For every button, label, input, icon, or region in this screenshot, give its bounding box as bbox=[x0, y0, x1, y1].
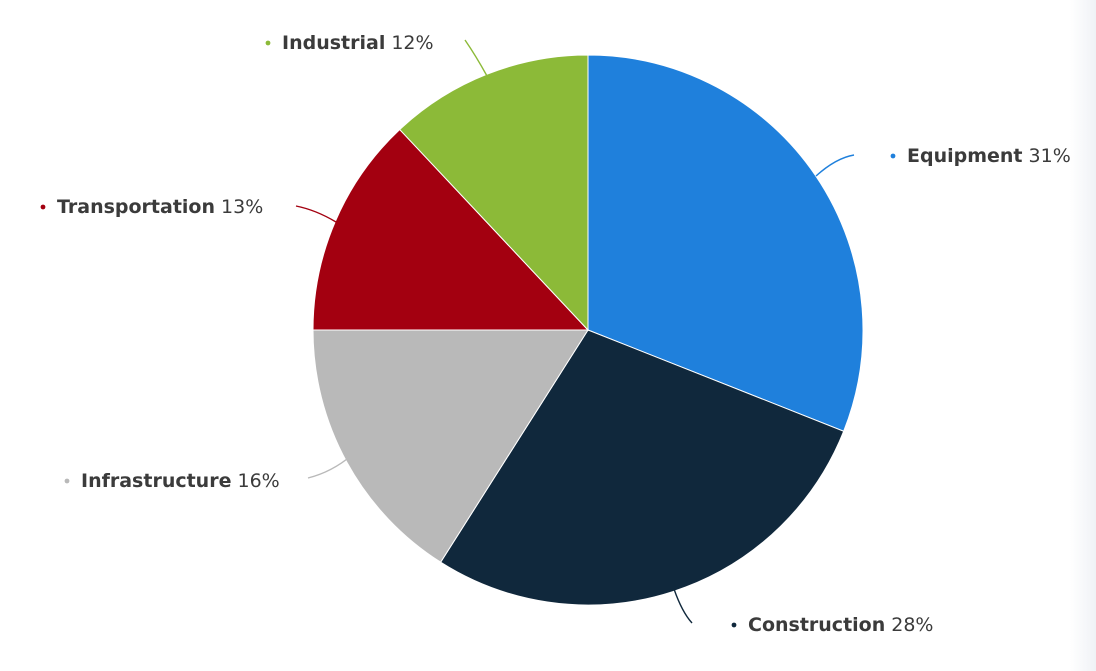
legend-dot-industrial bbox=[265, 40, 271, 46]
slice-label-equipment: Equipment 31% bbox=[907, 145, 1071, 167]
edge-shade bbox=[1070, 0, 1096, 671]
slice-label-name: Industrial bbox=[282, 32, 385, 54]
connector-infrastructure bbox=[307, 454, 353, 479]
connector-industrial bbox=[464, 39, 488, 77]
legend-dot-infrastructure bbox=[64, 478, 70, 484]
pie-slice-construction[interactable] bbox=[439, 329, 845, 606]
slice-label-value: 28% bbox=[891, 614, 933, 636]
connector-equipment bbox=[815, 154, 855, 177]
slice-label-value: 31% bbox=[1029, 145, 1071, 167]
slice-label-name: Construction bbox=[748, 614, 885, 636]
slice-labels: Equipment 31% Construction 28% Infrastructur… bbox=[40, 32, 1071, 636]
slice-label-transportation: Transportation 13% bbox=[57, 196, 263, 218]
pie-slice-infrastructure[interactable] bbox=[312, 329, 589, 563]
legend-dot-construction bbox=[731, 622, 737, 628]
pie-slices bbox=[312, 54, 864, 606]
slice-label-value: 16% bbox=[237, 470, 279, 492]
slice-label-name: Equipment bbox=[907, 145, 1023, 167]
connector-transportation bbox=[295, 205, 337, 223]
slice-label-industrial: Industrial 12% bbox=[282, 32, 434, 54]
legend-dot-equipment bbox=[890, 153, 896, 159]
pie-slice-transportation[interactable] bbox=[312, 128, 590, 331]
slice-label-infrastructure: Infrastructure 16% bbox=[81, 470, 280, 492]
label-connectors bbox=[295, 39, 855, 624]
connector-construction bbox=[673, 588, 693, 624]
slice-label-value: 13% bbox=[221, 196, 263, 218]
slice-label-value: 12% bbox=[391, 32, 433, 54]
legend-dot-transportation bbox=[40, 204, 46, 210]
slice-label-construction: Construction 28% bbox=[748, 614, 933, 636]
slice-label-name: Transportation bbox=[57, 196, 215, 218]
slice-label-name: Infrastructure bbox=[81, 470, 231, 492]
pie-slice-equipment[interactable] bbox=[587, 54, 864, 432]
